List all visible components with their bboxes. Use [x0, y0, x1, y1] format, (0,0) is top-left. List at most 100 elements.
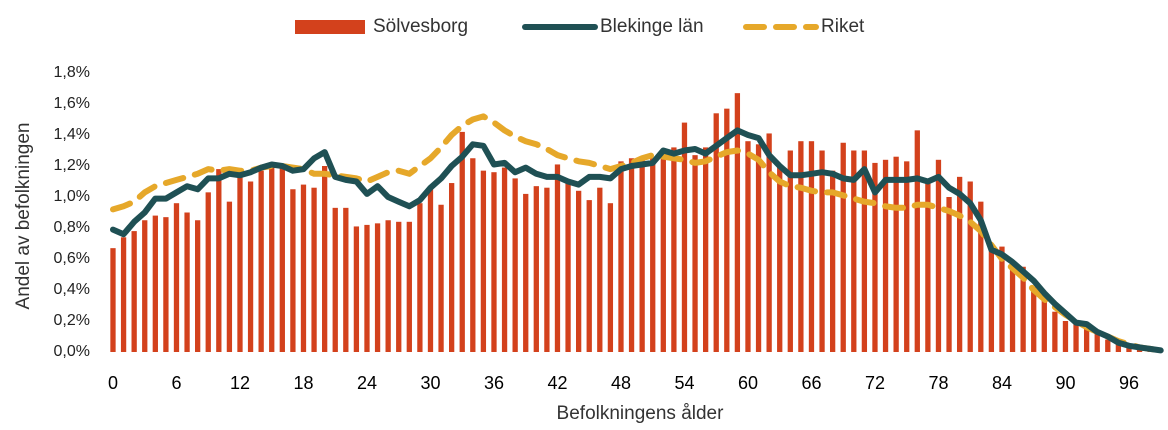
y-tick-label: 1,6%	[54, 95, 90, 112]
y-tick-label: 1,4%	[54, 126, 90, 143]
bar	[692, 155, 698, 352]
bar	[1020, 266, 1026, 352]
bar	[798, 141, 804, 352]
bar	[417, 203, 423, 352]
x-tick-label: 66	[801, 373, 821, 393]
bar	[702, 147, 709, 352]
bar	[1073, 324, 1079, 352]
bar	[205, 192, 211, 352]
bar	[184, 212, 190, 352]
bar	[660, 153, 666, 352]
bar	[565, 183, 571, 352]
bar	[427, 189, 434, 352]
bar	[322, 166, 328, 352]
bar	[575, 190, 582, 352]
x-tick-label: 84	[992, 373, 1012, 393]
bar	[967, 181, 973, 352]
x-tick-label: 48	[611, 373, 631, 393]
x-tick-label: 72	[865, 373, 885, 393]
legend-label: Riket	[821, 16, 865, 37]
bar	[1083, 325, 1090, 352]
bar	[131, 231, 137, 352]
bar	[279, 167, 285, 352]
bar	[216, 169, 222, 352]
bar	[904, 161, 910, 352]
y-tick-label: 0,4%	[54, 281, 90, 298]
bar	[1105, 339, 1111, 352]
y-tick-label: 1,2%	[54, 157, 90, 174]
bar	[120, 237, 127, 352]
bar	[956, 176, 963, 352]
bar	[269, 166, 275, 352]
bar	[512, 178, 518, 352]
bar	[946, 197, 952, 352]
x-tick-label: 6	[171, 373, 181, 393]
x-tick-label: 0	[108, 373, 118, 393]
bar	[671, 147, 677, 352]
bar	[544, 187, 550, 352]
bar	[470, 158, 476, 352]
bar	[374, 223, 381, 352]
bar	[480, 170, 487, 352]
bar	[438, 204, 444, 352]
bar	[237, 170, 243, 352]
bar	[533, 186, 539, 352]
x-tick-label: 78	[928, 373, 948, 393]
y-tick-label: 0,6%	[54, 250, 90, 267]
bar	[449, 183, 455, 352]
bar	[734, 93, 741, 353]
bar	[935, 159, 942, 352]
bar	[713, 113, 719, 352]
x-tick-label: 54	[674, 373, 694, 393]
bar	[226, 201, 233, 352]
bar	[195, 220, 201, 352]
bar	[110, 248, 116, 352]
bar	[1094, 333, 1100, 352]
bar	[385, 220, 391, 352]
bar	[597, 187, 603, 352]
x-tick-label: 90	[1055, 373, 1075, 393]
bar	[618, 161, 624, 352]
bar	[755, 144, 762, 352]
bar	[152, 215, 158, 352]
y-tick-label: 1,8%	[54, 64, 90, 81]
y-tick-label: 0,2%	[54, 312, 90, 329]
x-tick-label: 60	[738, 373, 758, 393]
bar	[364, 224, 370, 352]
bar	[914, 130, 920, 352]
x-tick-label: 36	[484, 373, 504, 393]
legend-label: Blekinge län	[600, 16, 704, 37]
x-tick-label: 96	[1119, 373, 1139, 393]
bar	[766, 133, 772, 352]
x-tick-label: 18	[293, 373, 313, 393]
x-tick-label: 24	[357, 373, 377, 393]
y-tick-label: 1,0%	[54, 188, 90, 205]
x-axis-label: Befolkningens ålder	[557, 403, 725, 424]
bar	[777, 166, 783, 352]
bar	[523, 193, 529, 352]
legend-label: Sölvesborg	[373, 16, 468, 37]
bar	[724, 108, 730, 353]
bar	[978, 201, 984, 352]
x-tick-label: 42	[547, 373, 567, 393]
bar	[554, 164, 561, 352]
bar	[247, 181, 254, 352]
bar	[819, 150, 825, 352]
bar	[1052, 311, 1058, 352]
bar	[290, 189, 296, 352]
bar	[988, 248, 995, 352]
bar	[491, 172, 497, 352]
bar	[332, 207, 338, 352]
bar	[353, 226, 360, 352]
bar	[787, 150, 793, 352]
bar	[300, 184, 307, 352]
bar	[501, 167, 508, 352]
bar	[829, 170, 836, 352]
x-tick-label: 30	[420, 373, 440, 393]
bar	[258, 170, 264, 352]
bar	[1031, 286, 1037, 352]
bar	[396, 221, 402, 352]
bar	[999, 246, 1005, 352]
bar	[173, 203, 180, 352]
